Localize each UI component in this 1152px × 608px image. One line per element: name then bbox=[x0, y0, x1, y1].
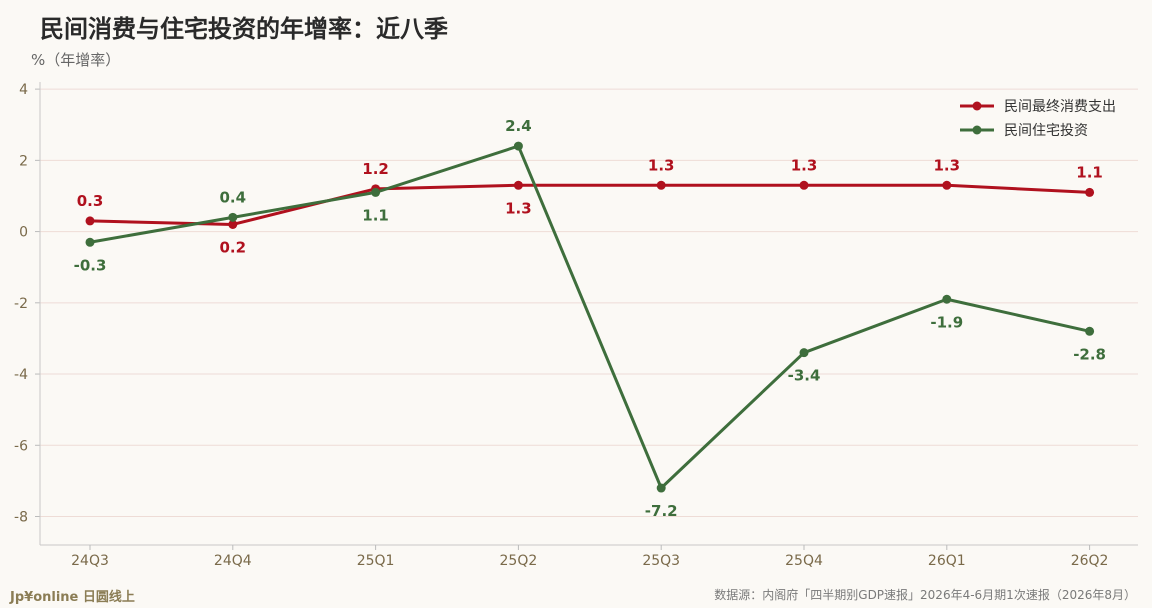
data-point bbox=[85, 216, 95, 226]
grid-lines bbox=[40, 88, 1138, 518]
data-point bbox=[513, 180, 523, 190]
x-tick-label: 26Q1 bbox=[928, 553, 966, 569]
data-point bbox=[85, 237, 95, 247]
y-tick-label: 2 bbox=[19, 153, 28, 169]
data-label: -0.3 bbox=[74, 256, 107, 274]
x-tick-label: 26Q2 bbox=[1071, 553, 1109, 569]
data-label: 1.3 bbox=[934, 156, 961, 174]
x-tick-label: 25Q2 bbox=[500, 553, 538, 569]
data-label: 1.3 bbox=[791, 156, 818, 174]
data-point bbox=[799, 348, 809, 358]
data-point bbox=[1085, 326, 1095, 336]
x-tick-label: 24Q4 bbox=[214, 553, 252, 569]
x-tick-label: 25Q3 bbox=[642, 553, 680, 569]
x-tick-label: 24Q3 bbox=[71, 553, 109, 569]
legend-label: 民间住宅投资 bbox=[1004, 123, 1088, 139]
data-label: 1.1 bbox=[362, 206, 389, 224]
data-label: 1.3 bbox=[505, 199, 532, 217]
data-point bbox=[371, 187, 381, 197]
legend-label: 民间最终消费支出 bbox=[1004, 99, 1116, 115]
x-tick-label: 25Q1 bbox=[357, 553, 395, 569]
data-label: 1.2 bbox=[362, 160, 389, 178]
data-label: 0.4 bbox=[220, 188, 247, 206]
data-label: -2.8 bbox=[1073, 345, 1106, 363]
data-label: -3.4 bbox=[788, 367, 821, 385]
data-labels: 0.3 -0.3 0.2 0.4 1.2 1.1 1.3 2.4 1.3 -7.2 1.3 -3.4 1… bbox=[74, 117, 1106, 520]
y-tick-label: -8 bbox=[14, 510, 28, 526]
source-note: 数据源：内阁府「四半期别GDP速报」2026年4-6月期1次速报（2026年8月… bbox=[714, 588, 1136, 602]
data-point bbox=[228, 219, 238, 229]
data-point bbox=[799, 180, 809, 190]
data-point bbox=[656, 483, 666, 493]
legend-swatch-marker bbox=[972, 101, 982, 111]
y-axis-label: %（年增率） bbox=[31, 51, 121, 69]
data-point bbox=[942, 294, 952, 304]
series-lines bbox=[88, 144, 1092, 490]
y-tick-label: -4 bbox=[14, 367, 28, 383]
series-line-2 bbox=[88, 144, 1092, 490]
data-label: -7.2 bbox=[645, 502, 678, 520]
data-point bbox=[1085, 187, 1095, 197]
data-label: 0.3 bbox=[77, 192, 104, 210]
data-point bbox=[942, 180, 952, 190]
brand-logo-text: Jp¥online 日圆线上 bbox=[10, 590, 135, 605]
data-point bbox=[228, 212, 238, 222]
data-label: 0.2 bbox=[220, 238, 247, 256]
x-tick-label: 25Q4 bbox=[785, 553, 823, 569]
y-tick-label: -2 bbox=[14, 296, 28, 312]
y-tick-label: 0 bbox=[19, 225, 28, 241]
data-label: 2.4 bbox=[505, 117, 532, 135]
data-point bbox=[656, 180, 666, 190]
y-tick-label: -6 bbox=[14, 438, 28, 454]
axes: 4 2 0 -2 -4 -6 -8 24Q3 24Q4 25Q1 25Q2 25Q3 25Q4 26Q1 2… bbox=[14, 82, 1138, 569]
data-label: 1.1 bbox=[1076, 163, 1103, 181]
legend-swatch-marker bbox=[972, 125, 982, 135]
y-tick-label: 4 bbox=[19, 82, 28, 98]
data-point bbox=[513, 141, 523, 151]
data-label: 1.3 bbox=[648, 156, 675, 174]
series-line-1 bbox=[88, 183, 1092, 226]
series-points bbox=[85, 141, 1095, 493]
data-label: -1.9 bbox=[930, 313, 963, 331]
chart-title: 民间消费与住宅投资的年增率：近八季 bbox=[40, 15, 448, 43]
